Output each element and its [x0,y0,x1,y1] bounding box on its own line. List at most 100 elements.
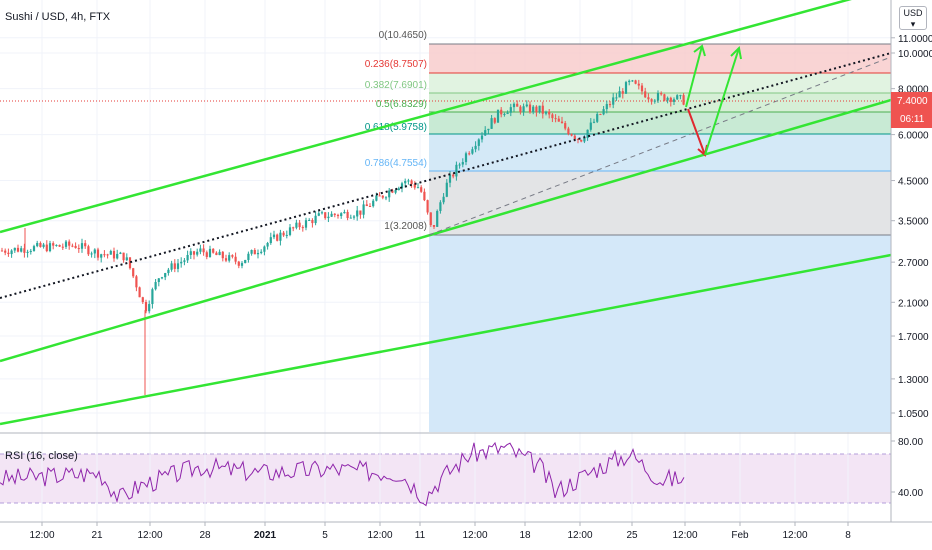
candle-body [266,243,269,247]
candle-body [461,162,464,165]
time-axis[interactable]: 12:00 21 12:00 28 2021 5 12:00 11 12:00 18 12:00 25… [29,522,851,541]
candle-body [36,242,39,247]
candle-body [650,99,653,102]
candle-body [228,255,231,261]
candle-body [205,252,208,257]
candle-body [356,210,359,217]
time-tick-label: 5 [322,530,328,541]
candle-body [660,93,663,95]
candle-body [496,109,500,123]
candle-body [20,248,23,252]
candle-body [148,304,151,312]
long-support-line [0,253,891,426]
fib-label-0786: 0.786(4.7554) [365,158,427,169]
candle-body [573,135,576,139]
candle-body [250,249,253,254]
price-badge-value: 7.4000 [897,96,928,107]
candle-body [29,250,32,252]
currency-button[interactable]: USD ▾ [899,6,927,30]
price-tick-label: 3.5000 [898,217,929,228]
candle-body [71,245,74,247]
candle-body [199,248,202,252]
channel-upper-line [0,0,852,234]
candle-body [656,93,660,101]
candle-body [55,244,58,246]
candle-body [621,91,624,94]
candle-body [442,196,445,203]
candle-body [596,114,599,122]
candle-body [189,251,192,255]
candle-body [112,250,116,259]
candle-body [480,135,484,140]
candle-body [247,253,250,260]
channel-midline [0,52,891,299]
candle-body [474,145,477,150]
candle-body [676,95,679,100]
candle-body [352,216,356,218]
candle-body [535,106,538,113]
candle-body [544,111,548,114]
rsi-pane[interactable]: RSI (16, close) [0,434,891,522]
candle-body [381,195,384,198]
dashed-trend-line [428,56,891,236]
candle-body [61,246,64,248]
price-badge: 7.4000 06:11 [891,92,932,128]
candle-body [407,180,410,182]
price-tick-label: 2.7000 [898,258,929,269]
candle-body [471,149,474,154]
rsi-line [0,441,685,507]
candle-body [324,212,327,219]
candle-body [0,250,4,252]
time-tick-label: 12:00 [137,530,162,541]
candle-body [180,261,183,264]
time-tick-label: 25 [626,530,638,541]
candle-body [4,250,7,253]
candle-body [231,255,234,257]
time-tick-label: 12:00 [367,530,392,541]
candle-body [333,213,336,215]
fibonacci-retracement[interactable] [429,43,891,432]
time-tick-label: 12:00 [567,530,592,541]
candle-body [413,184,416,188]
candle-body [292,227,295,229]
time-tick-label: 12:00 [29,530,54,541]
trend-channel[interactable] [0,0,891,426]
price-badge-timer: 06:11 [900,114,925,125]
candle-body [436,210,439,227]
price-axis[interactable]: 11.0000 10.0000 8.0000 6.0000 4.5000 3.5000 2.… [891,34,932,420]
candle-body [269,237,272,244]
candle-body [183,260,186,262]
candle-body [429,212,432,226]
candle-body [640,85,644,92]
candle-body [256,252,260,255]
candle-body [106,254,109,256]
candle-body [138,287,141,298]
candle-body [608,104,612,106]
candle-body [615,97,618,99]
candle-body [93,249,96,254]
candle-body [589,122,592,130]
candle-body [160,277,164,279]
candle-body [602,109,605,115]
candle-body [327,216,330,219]
candle-body [170,263,173,270]
candle-body [375,195,378,201]
fib-zone-0236-0382 [429,73,891,93]
candlesticks [0,79,685,395]
candle-body [39,242,42,247]
candle-body [400,183,404,189]
candle-body [116,253,119,259]
candle-body [84,243,87,247]
projection-arrows [685,44,742,157]
candle-body [423,191,426,201]
green-arrow-up-2 [704,47,740,156]
price-tick-label: 1.7000 [898,332,929,343]
candle-body [90,253,93,255]
candle-body [468,153,471,155]
price-tick-label: 11.0000 [898,34,932,45]
time-tick-label: 12:00 [672,530,697,541]
candle-body [509,107,512,113]
candle-body [68,241,71,246]
candle-body [221,251,224,259]
